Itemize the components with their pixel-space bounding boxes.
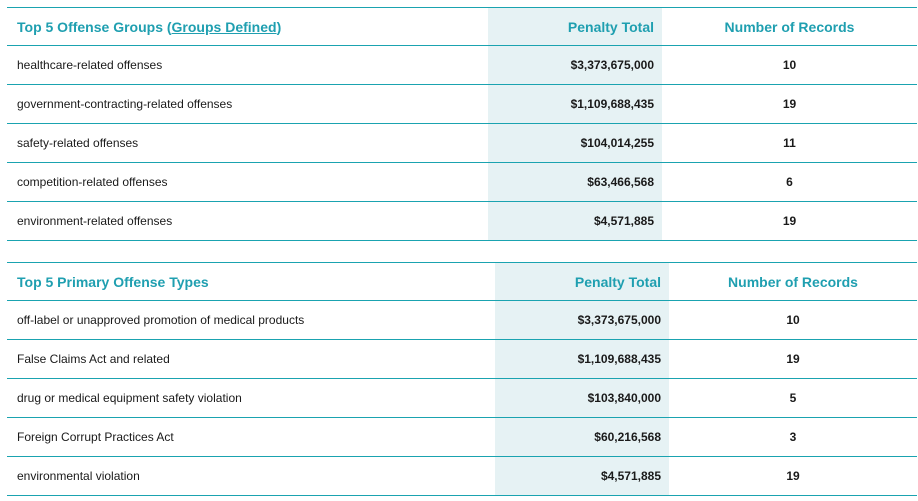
offense-groups-header-row: Top 5 Offense Groups (Groups Defined) Pe… xyxy=(7,7,917,46)
offense-group-name: government-contracting-related offenses xyxy=(7,84,488,124)
groups-defined-paren-close: ) xyxy=(276,18,282,35)
table-row: government-contracting-related offenses … xyxy=(7,84,917,124)
offense-type-name: off-label or unapproved promotion of med… xyxy=(7,300,495,340)
table-row: environment-related offenses $4,571,885 … xyxy=(7,201,917,241)
penalty-total-cell: $60,216,568 xyxy=(495,417,669,457)
penalty-total-cell: $103,840,000 xyxy=(495,378,669,418)
record-count-cell: 3 xyxy=(669,417,917,457)
table-row: False Claims Act and related $1,109,688,… xyxy=(7,339,917,379)
penalty-total-cell: $4,571,885 xyxy=(488,201,662,241)
record-count-cell: 19 xyxy=(669,339,917,379)
primary-offense-types-records-header: Number of Records xyxy=(669,262,917,301)
penalty-total-cell: $3,373,675,000 xyxy=(488,45,662,85)
primary-offense-types-penalty-header: Penalty Total xyxy=(495,262,669,301)
table-row: Foreign Corrupt Practices Act $60,216,56… xyxy=(7,417,917,457)
penalty-total-cell: $1,109,688,435 xyxy=(488,84,662,124)
penalty-total-cell: $4,571,885 xyxy=(495,456,669,496)
record-count-cell: 10 xyxy=(669,300,917,340)
record-count-cell: 19 xyxy=(669,456,917,496)
table-row: off-label or unapproved promotion of med… xyxy=(7,300,917,340)
offense-groups-records-header: Number of Records xyxy=(662,7,917,46)
record-count-cell: 19 xyxy=(662,84,917,124)
offense-groups-title-text: Top 5 Offense Groups xyxy=(17,18,163,35)
primary-offense-types-table: Top 5 Primary Offense Types Penalty Tota… xyxy=(7,262,917,496)
offense-groups-table: Top 5 Offense Groups (Groups Defined) Pe… xyxy=(7,7,917,241)
offense-group-name: environment-related offenses xyxy=(7,201,488,241)
offense-type-name: environmental violation xyxy=(7,456,495,496)
table-row: drug or medical equipment safety violati… xyxy=(7,378,917,418)
groups-defined-paren-open: ( xyxy=(166,18,172,35)
primary-offense-types-header-row: Top 5 Primary Offense Types Penalty Tota… xyxy=(7,262,917,301)
record-count-cell: 6 xyxy=(662,162,917,202)
penalty-total-cell: $63,466,568 xyxy=(488,162,662,202)
penalty-total-cell: $3,373,675,000 xyxy=(495,300,669,340)
record-count-cell: 11 xyxy=(662,123,917,163)
table-row: healthcare-related offenses $3,373,675,0… xyxy=(7,45,917,85)
penalty-total-cell: $1,109,688,435 xyxy=(495,339,669,379)
table-row: environmental violation $4,571,885 19 xyxy=(7,456,917,496)
offense-groups-penalty-header: Penalty Total xyxy=(488,7,662,46)
penalty-total-cell: $104,014,255 xyxy=(488,123,662,163)
record-count-cell: 5 xyxy=(669,378,917,418)
table-row: safety-related offenses $104,014,255 11 xyxy=(7,123,917,163)
record-count-cell: 19 xyxy=(662,201,917,241)
offense-groups-title: Top 5 Offense Groups (Groups Defined) xyxy=(7,7,488,46)
offense-group-name: competition-related offenses xyxy=(7,162,488,202)
offense-group-name: healthcare-related offenses xyxy=(7,45,488,85)
offense-type-name: Foreign Corrupt Practices Act xyxy=(7,417,495,457)
groups-defined-link[interactable]: Groups Defined xyxy=(171,18,277,35)
record-count-cell: 10 xyxy=(662,45,917,85)
offense-group-name: safety-related offenses xyxy=(7,123,488,163)
offense-type-name: False Claims Act and related xyxy=(7,339,495,379)
offense-type-name: drug or medical equipment safety violati… xyxy=(7,378,495,418)
table-row: competition-related offenses $63,466,568… xyxy=(7,162,917,202)
primary-offense-types-title: Top 5 Primary Offense Types xyxy=(7,262,495,301)
